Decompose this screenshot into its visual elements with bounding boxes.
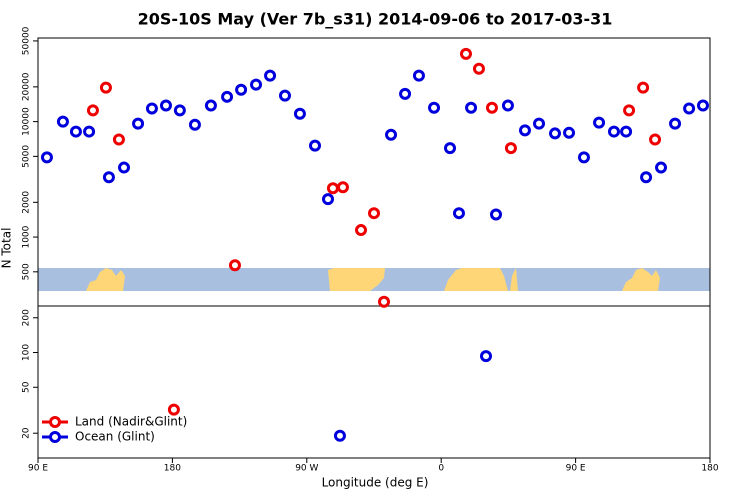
data-point — [490, 208, 503, 221]
legend: Land (Nadir&Glint)Ocean (Glint) — [42, 415, 187, 444]
plot-frame — [37, 37, 711, 459]
data-point — [593, 116, 606, 129]
y-tick-label: 50 — [22, 381, 32, 393]
y-tick-label: 10000 — [22, 107, 32, 136]
map-strip — [38, 268, 710, 291]
data-point — [399, 87, 412, 100]
data-point — [452, 207, 465, 220]
data-point — [412, 69, 425, 82]
x-tick-label: 90 E — [28, 464, 48, 474]
data-point — [355, 224, 368, 237]
data-point — [563, 126, 576, 139]
y-tick-label: 1000 — [22, 225, 32, 248]
data-point — [145, 102, 158, 115]
data-point — [99, 81, 112, 94]
data-point — [118, 161, 131, 174]
data-point — [309, 139, 322, 152]
y-tick-label: 100 — [22, 344, 32, 361]
data-point — [204, 99, 217, 112]
data-point — [40, 151, 53, 164]
data-point — [620, 125, 633, 138]
data-point — [548, 127, 561, 140]
legend-label: Land (Nadir&Glint) — [75, 415, 187, 429]
data-point — [69, 125, 82, 138]
data-point — [86, 104, 99, 117]
data-point — [235, 83, 248, 96]
data-point — [112, 133, 125, 146]
y-axis-label: N Total — [0, 228, 14, 269]
y-tick-label: 2000 — [22, 191, 32, 214]
data-point — [250, 78, 263, 91]
data-point — [501, 99, 514, 112]
data-point — [336, 181, 349, 194]
data-point — [167, 403, 180, 416]
data-point — [221, 90, 234, 103]
data-point — [459, 47, 472, 60]
data-point — [472, 62, 485, 75]
data-point — [56, 115, 69, 128]
y-tick-label: 5000 — [22, 145, 32, 168]
legend-label: Ocean (Glint) — [75, 430, 155, 444]
data-point — [326, 182, 339, 195]
data-point — [637, 81, 650, 94]
y-tick-label: 20 — [22, 427, 32, 439]
data-point — [640, 171, 653, 184]
data-point — [428, 101, 441, 114]
data-point — [444, 142, 457, 155]
x-tick-label: 90 E — [566, 464, 586, 474]
legend-marker — [49, 416, 61, 428]
data-point — [518, 124, 531, 137]
data-point — [577, 151, 590, 164]
data-point — [159, 99, 172, 112]
data-point — [504, 142, 517, 155]
y-tick-label: 500 — [22, 263, 32, 280]
x-tick-label: 180 — [164, 464, 181, 474]
data-point — [132, 117, 145, 130]
data-point — [188, 118, 201, 131]
data-point — [480, 350, 492, 363]
data-point — [669, 117, 682, 130]
data-point — [173, 104, 186, 117]
data-point — [333, 429, 346, 442]
y-tick-label: 50000 — [22, 26, 32, 55]
data-point — [378, 295, 391, 308]
x-tick-label: 0 — [438, 464, 444, 474]
data-point — [655, 161, 668, 174]
data-point — [102, 171, 115, 184]
legend-marker — [49, 431, 61, 443]
data-point — [228, 259, 241, 272]
chart-title: 20S-10S May (Ver 7b_s31) 2014-09-06 to 2… — [138, 10, 613, 29]
data-point — [533, 117, 546, 130]
x-axis-label: Longitude (deg E) — [322, 476, 429, 490]
y-tick-label: 200 — [22, 309, 32, 326]
data-point — [649, 133, 662, 146]
data-point — [607, 125, 620, 138]
data-point — [485, 101, 498, 114]
data-point — [278, 89, 291, 102]
data-point — [264, 69, 277, 82]
data-point — [623, 104, 636, 117]
y-tick-label: 20000 — [22, 72, 32, 101]
data-point — [322, 193, 335, 206]
data-point — [696, 99, 709, 112]
data-point — [293, 107, 306, 120]
data-point — [385, 128, 398, 141]
data-point — [368, 207, 380, 220]
x-tick-label: 180 — [701, 464, 718, 474]
data-point — [683, 102, 696, 115]
data-point — [465, 101, 478, 114]
x-tick-label: 90 W — [295, 464, 318, 474]
data-point — [83, 125, 96, 138]
